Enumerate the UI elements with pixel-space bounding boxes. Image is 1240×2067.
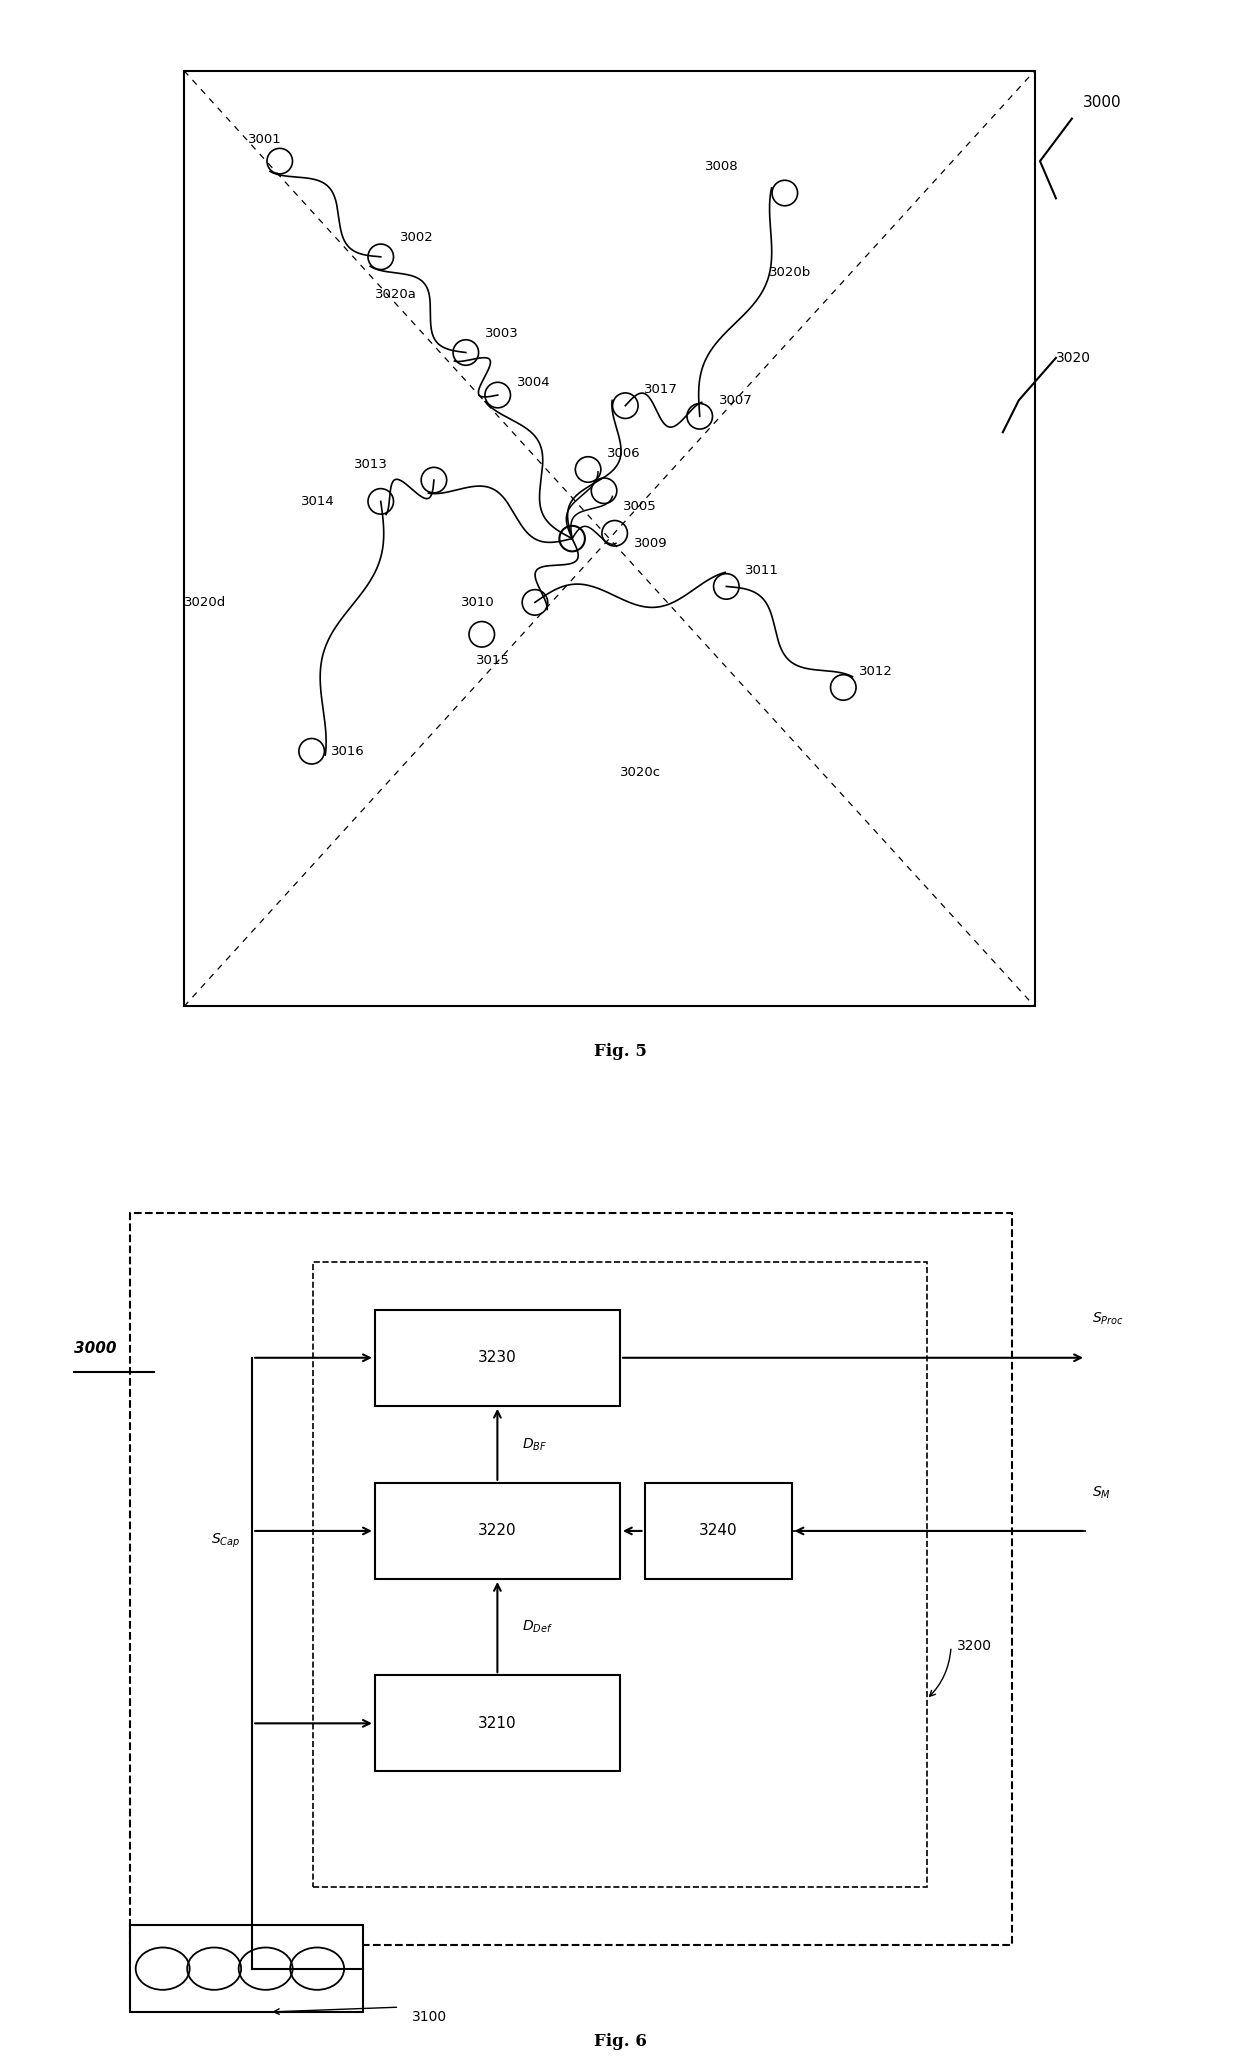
Text: 3020b: 3020b bbox=[769, 267, 811, 279]
Text: 3000: 3000 bbox=[74, 1341, 117, 1356]
Text: 3015: 3015 bbox=[476, 655, 511, 668]
Text: 3100: 3100 bbox=[412, 2009, 446, 2024]
Bar bbox=[645, 1482, 791, 1579]
Text: 3013: 3013 bbox=[355, 457, 388, 471]
Bar bbox=[314, 1261, 926, 1887]
Text: 3210: 3210 bbox=[479, 1716, 517, 1730]
Text: $S_{Proc}$: $S_{Proc}$ bbox=[1092, 1310, 1123, 1327]
Text: 3200: 3200 bbox=[957, 1639, 992, 1654]
Text: 3230: 3230 bbox=[477, 1350, 517, 1366]
Bar bbox=[184, 70, 1034, 1007]
Text: 3005: 3005 bbox=[624, 500, 657, 513]
Bar bbox=[374, 1482, 620, 1579]
Text: 3020d: 3020d bbox=[184, 595, 226, 610]
Text: $S_{M}$: $S_{M}$ bbox=[1092, 1484, 1111, 1501]
Text: 3014: 3014 bbox=[301, 494, 335, 508]
Text: 3006: 3006 bbox=[608, 446, 641, 461]
Text: Fig. 6: Fig. 6 bbox=[594, 2034, 646, 2050]
Text: 3007: 3007 bbox=[719, 395, 753, 407]
Text: 3012: 3012 bbox=[859, 666, 893, 678]
Text: 3009: 3009 bbox=[634, 537, 667, 550]
Text: 3002: 3002 bbox=[399, 232, 434, 244]
Text: $D_{Def}$: $D_{Def}$ bbox=[522, 1618, 553, 1635]
Text: 3020a: 3020a bbox=[376, 287, 418, 300]
Text: $S_{Cap}$: $S_{Cap}$ bbox=[211, 1532, 239, 1550]
Bar bbox=[129, 1213, 1012, 1945]
Text: Fig. 5: Fig. 5 bbox=[594, 1042, 646, 1060]
Text: 3240: 3240 bbox=[699, 1523, 738, 1538]
Text: 3220: 3220 bbox=[479, 1523, 517, 1538]
Text: 3016: 3016 bbox=[331, 744, 365, 759]
Text: 3017: 3017 bbox=[645, 382, 678, 397]
Text: 3011: 3011 bbox=[745, 564, 780, 577]
Bar bbox=[374, 1674, 620, 1771]
Text: 3003: 3003 bbox=[485, 327, 518, 339]
Text: 3020c: 3020c bbox=[620, 767, 661, 779]
Text: 3020: 3020 bbox=[1056, 351, 1091, 366]
Bar bbox=[374, 1310, 620, 1406]
Text: 3004: 3004 bbox=[517, 376, 551, 389]
Text: 3001: 3001 bbox=[248, 134, 281, 147]
Text: $D_{BF}$: $D_{BF}$ bbox=[522, 1437, 547, 1453]
Text: 3010: 3010 bbox=[460, 595, 495, 610]
Text: 3000: 3000 bbox=[1083, 95, 1121, 110]
Bar bbox=[129, 1924, 362, 2011]
Text: 3008: 3008 bbox=[706, 159, 739, 174]
